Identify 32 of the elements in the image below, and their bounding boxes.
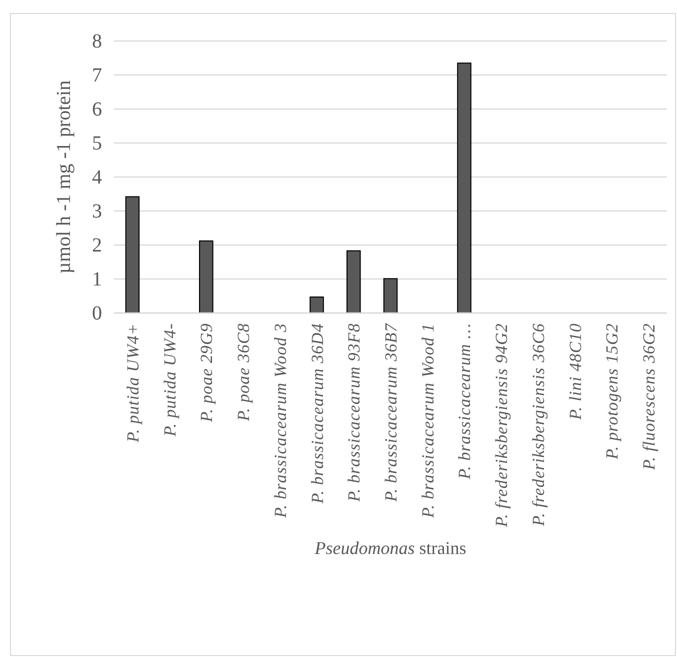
- bar: [346, 250, 361, 314]
- y-tick-label: 0: [92, 302, 102, 324]
- bar: [125, 196, 140, 314]
- y-tick-label: 7: [92, 64, 102, 86]
- y-tick-label: 4: [92, 166, 102, 188]
- y-tick-label: 5: [92, 132, 102, 154]
- y-axis-title: µmol h -1 mg -1 protein: [53, 80, 75, 274]
- x-tick-label: P. frederiksbergiensis 36C6: [528, 323, 548, 528]
- y-tick-label: 3: [92, 200, 102, 222]
- x-tick-label: P. poae 29G9: [197, 323, 216, 423]
- y-tick-label: 1: [92, 268, 102, 290]
- x-tick-label: P. brassicacearum 93F8: [344, 323, 364, 503]
- x-tick-label: P. poae 36C8: [234, 323, 254, 422]
- y-tick-label: 2: [92, 234, 102, 256]
- x-tick-label: P. lini 48C10: [566, 323, 585, 421]
- x-tick-label: P. brassicacearum Wood 3: [270, 323, 290, 519]
- x-tick-label: P. protogens 15G2: [602, 323, 622, 460]
- x-tick-label: P. fluorescens 36G2: [640, 323, 659, 471]
- x-tick-label: P. brassicacearum Wood 1: [418, 323, 438, 519]
- bar: [457, 62, 472, 314]
- bar: [310, 296, 324, 314]
- x-tick-label: P. putida UW4+: [123, 323, 142, 444]
- x-tick-label: P. brassicacearum 36B7: [382, 322, 400, 503]
- x-tick-label: P. putida UW4-: [160, 323, 180, 438]
- x-tick-label: P. brassicacearum 36D4: [308, 323, 327, 505]
- bar: [199, 240, 214, 314]
- bar: [383, 278, 398, 314]
- y-tick-label: 6: [92, 98, 102, 120]
- x-tick-label: P. frederiksbergiensis 94G2: [492, 323, 512, 528]
- y-tick-label: 8: [92, 30, 102, 52]
- x-tick-label: P. brassicacearum …: [455, 323, 474, 480]
- x-axis-title: Pseudomonas strains: [314, 538, 466, 558]
